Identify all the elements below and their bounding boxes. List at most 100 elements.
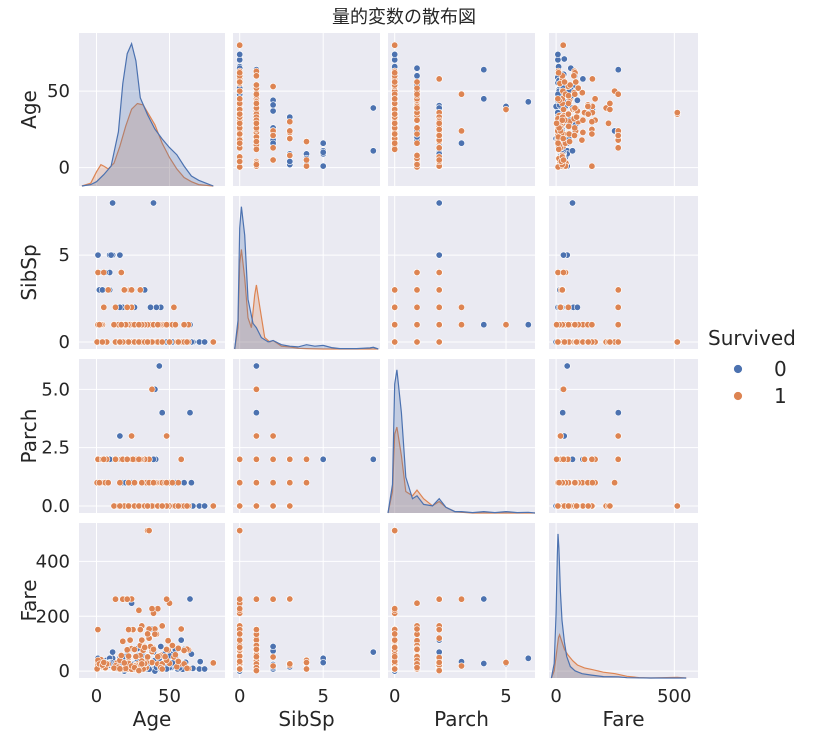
x-tick-label: 0 (234, 686, 245, 707)
point-survived-1 (611, 479, 619, 487)
point-survived-1 (236, 110, 244, 118)
point-survived-1 (614, 432, 622, 440)
point-survived-1 (123, 303, 131, 311)
point-survived-1 (556, 432, 564, 440)
point-survived-1 (413, 139, 421, 147)
point-survived-1 (161, 653, 169, 661)
kde-area-0 (234, 206, 379, 349)
point-survived-1 (252, 455, 260, 463)
point-survived-1 (252, 145, 260, 153)
point-survived-1 (573, 502, 581, 510)
point-survived-1 (435, 75, 443, 83)
point-survived-0 (524, 321, 532, 329)
point-survived-1 (391, 130, 399, 138)
point-survived-1 (286, 135, 294, 143)
panel-parch-vs-fare (549, 359, 698, 513)
point-survived-1 (144, 630, 152, 638)
point-survived-0 (94, 251, 102, 259)
point-survived-1 (286, 118, 294, 126)
point-survived-1 (413, 78, 421, 86)
point-survived-1 (560, 338, 568, 346)
point-survived-0 (413, 72, 421, 80)
point-survived-1 (95, 479, 103, 487)
panel-fare-vs-fare (549, 523, 698, 679)
point-survived-1 (252, 99, 260, 107)
point-survived-1 (112, 595, 120, 603)
chart-title: 量的変数の散布図 (332, 7, 476, 28)
point-survived-0 (369, 104, 377, 112)
point-survived-1 (286, 151, 294, 159)
point-survived-1 (128, 286, 136, 294)
point-survived-0 (480, 659, 488, 667)
point-survived-1 (136, 286, 144, 294)
point-survived-0 (155, 362, 163, 370)
y-tick-label: 2.5 (41, 438, 70, 459)
point-survived-1 (236, 69, 244, 77)
point-survived-1 (413, 161, 421, 169)
point-survived-1 (150, 479, 158, 487)
point-survived-0 (559, 251, 567, 259)
point-survived-1 (413, 130, 421, 138)
point-survived-0 (269, 107, 277, 115)
point-survived-1 (236, 479, 244, 487)
point-survived-1 (236, 527, 244, 535)
point-survived-1 (588, 479, 596, 487)
point-survived-1 (391, 286, 399, 294)
y-tick-label: 0 (59, 158, 70, 179)
point-survived-1 (584, 110, 592, 118)
point-survived-0 (186, 595, 194, 603)
y-axis-label-fare: Fare (17, 579, 41, 621)
point-survived-1 (584, 338, 592, 346)
point-survived-1 (236, 636, 244, 644)
point-survived-0 (457, 139, 465, 147)
point-survived-1 (252, 502, 260, 510)
point-survived-1 (457, 662, 465, 670)
point-survived-0 (319, 148, 327, 156)
point-survived-1 (236, 139, 244, 147)
point-survived-0 (614, 409, 622, 417)
point-survived-0 (158, 409, 166, 417)
point-survived-1 (252, 645, 260, 653)
y-axis-label-parch: Parch (17, 409, 41, 464)
point-survived-1 (183, 664, 191, 672)
panel-sibsp-vs-parch (388, 196, 535, 349)
point-survived-1 (123, 646, 131, 654)
point-survived-1 (269, 595, 277, 603)
point-survived-1 (125, 652, 133, 660)
point-survived-1 (145, 527, 153, 535)
point-survived-1 (171, 321, 179, 329)
point-survived-1 (435, 286, 443, 294)
point-survived-1 (559, 135, 567, 143)
point-survived-1 (236, 95, 244, 103)
point-survived-1 (391, 527, 399, 535)
point-survived-0 (369, 648, 377, 656)
point-survived-1 (252, 432, 260, 440)
point-survived-1 (391, 41, 399, 49)
point-survived-1 (579, 116, 587, 124)
point-survived-1 (100, 658, 108, 666)
point-survived-1 (579, 128, 587, 136)
point-survived-1 (174, 644, 182, 652)
point-survived-1 (158, 665, 166, 673)
point-survived-1 (177, 455, 185, 463)
point-survived-1 (555, 145, 563, 153)
point-survived-0 (286, 158, 294, 166)
kde-area-1 (81, 103, 214, 186)
point-survived-0 (369, 147, 377, 155)
point-survived-1 (138, 479, 146, 487)
point-survived-0 (107, 251, 115, 259)
point-survived-1 (614, 132, 622, 140)
point-survived-0 (201, 502, 209, 510)
point-survived-1 (236, 502, 244, 510)
point-survived-1 (591, 95, 599, 103)
point-survived-0 (150, 199, 158, 207)
point-survived-0 (524, 654, 532, 662)
point-survived-1 (588, 75, 596, 83)
point-survived-1 (457, 90, 465, 98)
point-survived-1 (168, 641, 176, 649)
point-survived-0 (369, 455, 377, 463)
point-survived-1 (116, 502, 124, 510)
point-survived-0 (201, 665, 209, 673)
point-survived-1 (100, 303, 108, 311)
point-survived-0 (559, 409, 567, 417)
